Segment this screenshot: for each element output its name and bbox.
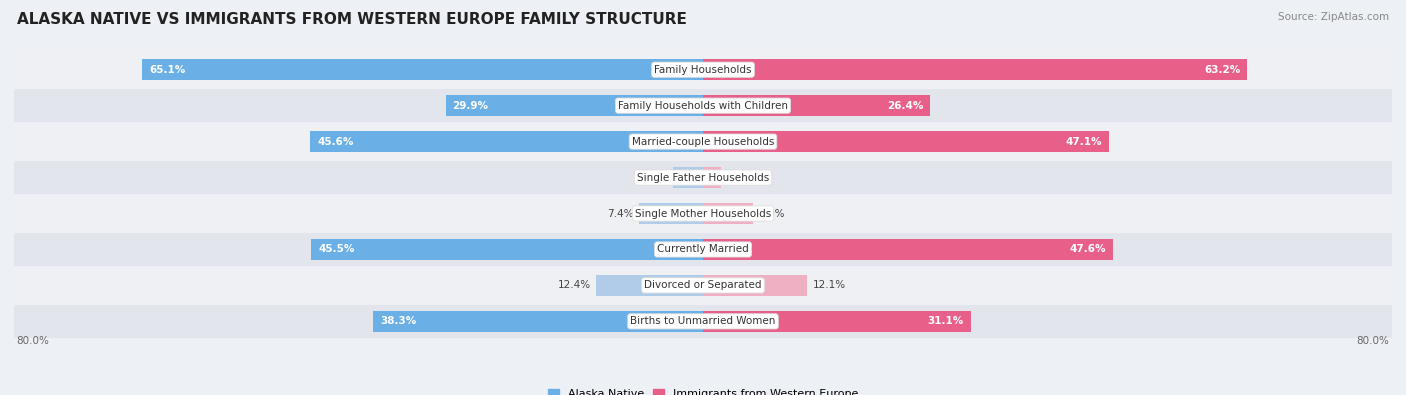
Text: Births to Unmarried Women: Births to Unmarried Women — [630, 316, 776, 326]
Bar — [703, 167, 721, 188]
Bar — [446, 95, 703, 116]
Bar — [311, 131, 703, 152]
Bar — [142, 59, 703, 80]
Bar — [703, 203, 754, 224]
Bar — [14, 305, 1392, 338]
Bar — [703, 59, 1247, 80]
Text: 65.1%: 65.1% — [149, 65, 186, 75]
Bar — [14, 233, 1392, 266]
Text: Family Households: Family Households — [654, 65, 752, 75]
Bar — [596, 275, 703, 296]
Bar — [703, 95, 931, 116]
Text: 26.4%: 26.4% — [887, 101, 924, 111]
Text: 31.1%: 31.1% — [928, 316, 965, 326]
Text: Single Father Households: Single Father Households — [637, 173, 769, 182]
Text: 12.1%: 12.1% — [813, 280, 845, 290]
Text: Source: ZipAtlas.com: Source: ZipAtlas.com — [1278, 12, 1389, 22]
Text: 45.5%: 45.5% — [318, 245, 354, 254]
Text: 5.8%: 5.8% — [758, 209, 785, 218]
Text: Currently Married: Currently Married — [657, 245, 749, 254]
Text: 7.4%: 7.4% — [607, 209, 634, 218]
Text: Single Mother Households: Single Mother Households — [636, 209, 770, 218]
Bar — [14, 197, 1392, 230]
Text: 63.2%: 63.2% — [1204, 65, 1240, 75]
Text: 3.5%: 3.5% — [641, 173, 668, 182]
Text: 80.0%: 80.0% — [1357, 336, 1389, 346]
Text: Family Households with Children: Family Households with Children — [619, 101, 787, 111]
Text: 47.6%: 47.6% — [1070, 245, 1107, 254]
Text: 2.1%: 2.1% — [727, 173, 752, 182]
Bar — [703, 311, 970, 332]
Text: 80.0%: 80.0% — [17, 336, 49, 346]
Text: 29.9%: 29.9% — [453, 101, 488, 111]
Legend: Alaska Native, Immigrants from Western Europe: Alaska Native, Immigrants from Western E… — [543, 384, 863, 395]
Bar — [311, 239, 703, 260]
Bar — [14, 89, 1392, 122]
Text: 12.4%: 12.4% — [558, 280, 591, 290]
Bar — [640, 203, 703, 224]
Bar — [703, 131, 1108, 152]
Bar — [14, 269, 1392, 302]
Text: ALASKA NATIVE VS IMMIGRANTS FROM WESTERN EUROPE FAMILY STRUCTURE: ALASKA NATIVE VS IMMIGRANTS FROM WESTERN… — [17, 12, 686, 27]
Bar — [14, 161, 1392, 194]
Bar — [703, 275, 807, 296]
Bar — [14, 125, 1392, 158]
Text: Married-couple Households: Married-couple Households — [631, 137, 775, 147]
Bar — [673, 167, 703, 188]
Text: 47.1%: 47.1% — [1066, 137, 1102, 147]
Text: 38.3%: 38.3% — [380, 316, 416, 326]
Bar — [703, 239, 1114, 260]
Text: Divorced or Separated: Divorced or Separated — [644, 280, 762, 290]
Bar — [14, 53, 1392, 86]
Text: 45.6%: 45.6% — [318, 137, 353, 147]
Bar — [373, 311, 703, 332]
